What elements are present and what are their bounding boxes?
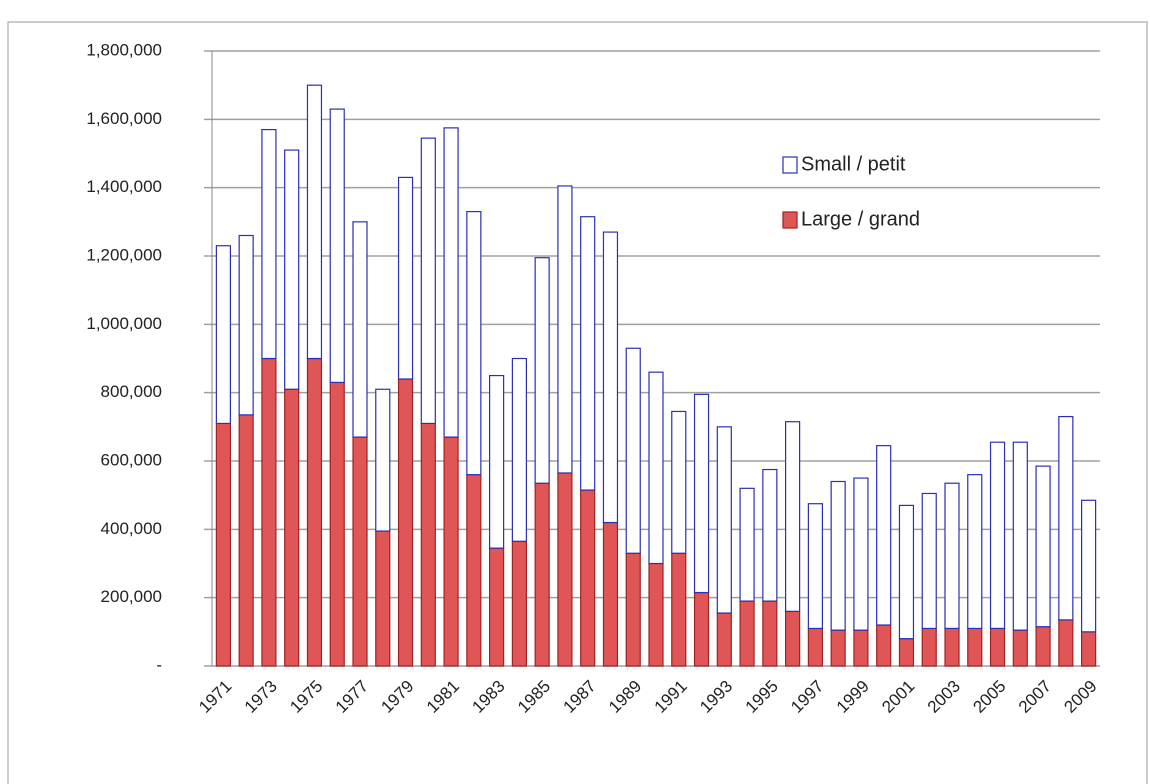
bar-segment [1035,626,1051,667]
bar-segment [739,487,755,602]
y-tick-label: 1,000,000 [86,314,162,333]
bar-segment [602,231,619,524]
bar-segment [785,610,801,667]
bar-segment [397,176,414,380]
bar-segment [807,503,823,630]
legend-swatch [782,156,798,174]
y-tick-label: 800,000 [101,382,162,401]
bar-segment [671,552,687,667]
bar-segment [580,216,596,491]
bar-segment [898,504,915,640]
bar-segment [511,540,527,667]
bar-segment [876,624,892,667]
bar-segment [830,629,846,667]
bar-segment [716,612,732,667]
bar-segment [352,436,368,667]
bar-segment [1058,619,1074,667]
bar-segment [489,374,505,549]
bar-segment [989,441,1006,630]
bar-segment [1081,499,1097,633]
bar-segment [693,393,710,594]
bar-segment [534,482,550,667]
bar-segment [944,482,960,630]
bar-segment [261,128,277,360]
bar-segment [466,474,482,667]
bar-segment [762,600,778,667]
bar-segment [329,108,345,384]
chart-frame [7,21,1148,784]
bar-segment [443,127,459,438]
bar-segment [1012,629,1028,667]
bar-segment [853,629,869,667]
bar-segment [375,530,391,667]
bar-segment [1058,415,1074,621]
bar-segment [1081,631,1097,667]
bar-segment [921,627,937,667]
bar-segment [625,552,641,667]
legend-label: Small / petit [801,153,906,175]
bar-segment [898,638,915,667]
bar-segment [215,245,231,425]
bar-segment [534,257,550,484]
bar-segment [306,357,323,667]
bar-segment [762,468,778,602]
bar-segment [876,445,892,626]
bar-segment [375,388,391,532]
bar-segment [739,600,755,667]
y-tick-label: 600,000 [101,450,162,469]
bar-segment [215,422,231,667]
bar-segment [716,426,732,614]
bar-segment [989,627,1006,667]
bar-segment [420,422,436,667]
bar-segment [329,381,345,667]
bar-segment [352,221,368,438]
bar-segment [807,627,823,667]
bar-segment [284,149,300,390]
bar-segment [648,562,664,667]
y-tick-label: 1,200,000 [86,245,162,264]
bar-segment [306,84,323,360]
bar-segment [1012,441,1028,631]
bar-segment [785,421,801,612]
bar-segment [557,472,573,667]
legend-swatch [782,211,798,229]
bar-segment [693,591,710,667]
bar-segment [397,378,414,667]
legend-label: Large / grand [801,208,920,230]
bar-segment [625,347,641,554]
y-tick-label: 1,600,000 [86,109,162,128]
bar-segment [443,436,459,667]
bar-segment [261,357,277,667]
bar-segment [557,185,573,474]
bar-segment [967,627,983,667]
y-tick-label: 1,400,000 [86,177,162,196]
bar-segment [489,547,505,667]
bar-segment [284,388,300,667]
bar-segment [466,210,482,476]
bar-segment [830,480,846,631]
y-tick-label: - [156,655,162,674]
bar-segment [420,137,436,425]
bar-segment [853,477,869,631]
bar-segment [671,410,687,554]
y-tick-label: 1,800,000 [86,40,162,59]
bar-segment [648,371,664,565]
bar-segment [580,489,596,667]
bar-segment [238,234,254,416]
bar-segment [1035,465,1051,628]
y-tick-label: 400,000 [101,519,162,538]
bar-segment [238,414,254,667]
bar-segment [921,492,937,630]
bar-segment [944,627,960,667]
y-tick-label: 200,000 [101,587,162,606]
bar-segment [602,521,619,667]
bar-segment [967,474,983,630]
bar-segment [511,357,527,542]
